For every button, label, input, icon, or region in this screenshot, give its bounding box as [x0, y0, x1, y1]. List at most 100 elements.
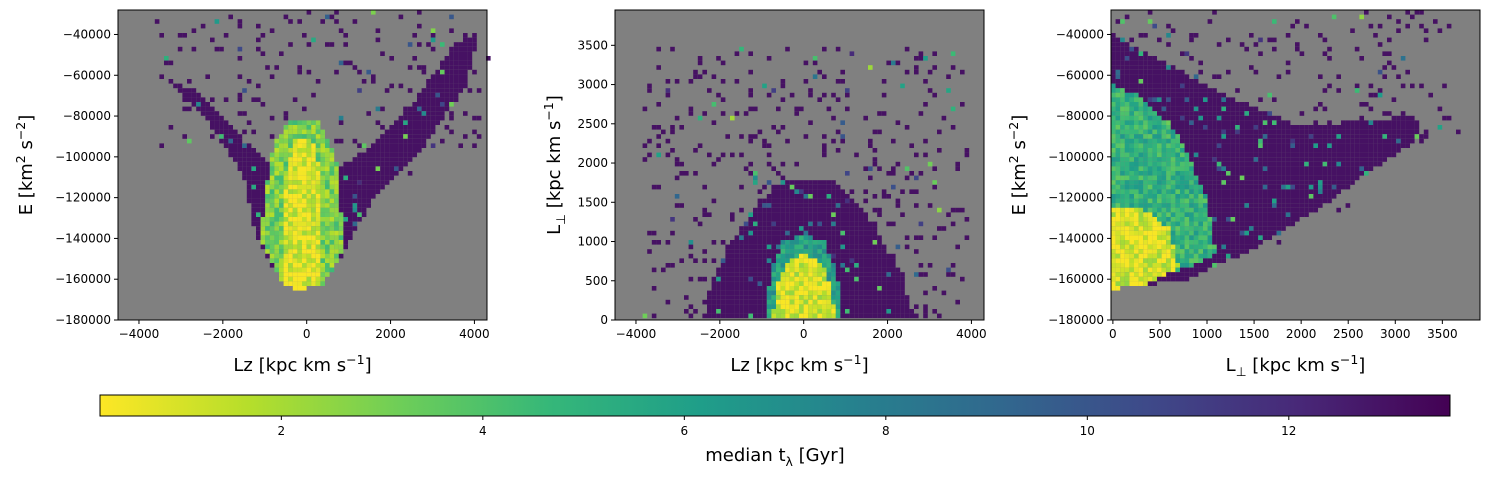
- bin: [1189, 97, 1194, 102]
- bin: [187, 79, 192, 84]
- bin: [1180, 180, 1185, 185]
- bin: [1226, 198, 1231, 204]
- bin: [472, 42, 477, 47]
- bin: [743, 263, 749, 268]
- bin: [421, 115, 427, 121]
- bin: [734, 276, 740, 282]
- bin: [734, 253, 740, 259]
- bin: [716, 309, 721, 314]
- bin: [937, 129, 942, 135]
- bin: [826, 106, 832, 112]
- bin: [771, 203, 776, 208]
- bin: [1313, 143, 1318, 148]
- bin: [1253, 111, 1259, 116]
- bin: [1120, 203, 1125, 208]
- bin: [311, 198, 316, 204]
- bin: [311, 203, 316, 208]
- bin: [435, 120, 440, 125]
- bin: [182, 92, 187, 98]
- bin: [302, 217, 307, 222]
- bin: [831, 258, 836, 263]
- bin: [371, 189, 376, 194]
- bin: [730, 313, 735, 319]
- bin: [1212, 240, 1217, 245]
- bin: [1216, 166, 1222, 171]
- bin: [1285, 180, 1291, 185]
- bin: [734, 304, 740, 309]
- bin: [1115, 148, 1121, 153]
- bin: [407, 171, 413, 176]
- bin: [863, 253, 868, 259]
- bin: [1276, 148, 1282, 153]
- bin: [1373, 148, 1378, 153]
- bin: [1184, 129, 1190, 135]
- bin: [840, 290, 845, 296]
- bin: [771, 189, 776, 194]
- bin: [440, 79, 445, 84]
- bin: [881, 189, 887, 194]
- bin: [292, 166, 298, 171]
- bin: [757, 304, 763, 309]
- bin: [1276, 240, 1282, 245]
- bin: [688, 240, 694, 245]
- bin: [881, 194, 887, 199]
- bin: [1143, 263, 1148, 268]
- bin: [881, 263, 887, 268]
- bin: [421, 129, 427, 135]
- bin: [1299, 189, 1305, 194]
- bin: [1111, 115, 1116, 121]
- bin: [1304, 189, 1309, 194]
- bin: [1212, 263, 1217, 268]
- bin: [1111, 207, 1116, 213]
- bin: [1327, 189, 1332, 194]
- bin: [1262, 198, 1268, 204]
- bin: [1147, 79, 1153, 84]
- bin: [1295, 148, 1300, 153]
- bin: [748, 217, 753, 222]
- bin: [1350, 125, 1355, 130]
- bin: [1147, 235, 1153, 240]
- bin: [366, 166, 371, 171]
- bin: [803, 276, 809, 282]
- bin: [334, 198, 339, 204]
- bin: [159, 74, 164, 79]
- bin: [748, 309, 753, 314]
- bin: [1230, 235, 1236, 240]
- bin: [753, 235, 758, 240]
- bin: [868, 235, 873, 240]
- bin: [458, 79, 463, 84]
- bin: [1364, 152, 1369, 158]
- bin: [269, 226, 275, 231]
- bin: [739, 134, 744, 139]
- bin: [707, 88, 712, 93]
- bin: [237, 138, 243, 144]
- bin: [1345, 166, 1351, 171]
- bin: [1161, 60, 1167, 66]
- bin: [803, 286, 809, 291]
- bin: [780, 267, 786, 273]
- bin: [256, 189, 261, 194]
- bin: [817, 249, 822, 254]
- bin: [1341, 157, 1346, 162]
- bin: [1138, 79, 1144, 84]
- bin: [1124, 217, 1130, 222]
- bin: [1272, 97, 1277, 102]
- bin: [1230, 212, 1236, 217]
- bin: [380, 148, 385, 153]
- bin: [283, 235, 289, 240]
- bin: [325, 166, 330, 171]
- bin: [288, 138, 293, 144]
- colorbar-tick-label: 10: [1080, 424, 1095, 438]
- bin: [1189, 253, 1194, 259]
- bin: [292, 276, 298, 282]
- bin: [297, 65, 302, 70]
- bin: [329, 253, 335, 259]
- bin: [845, 194, 850, 199]
- bin: [1239, 125, 1245, 130]
- bin: [674, 194, 680, 199]
- bin: [1152, 115, 1157, 121]
- bin: [196, 97, 201, 102]
- bin: [697, 143, 703, 148]
- bin: [1152, 23, 1157, 29]
- bin: [338, 28, 344, 33]
